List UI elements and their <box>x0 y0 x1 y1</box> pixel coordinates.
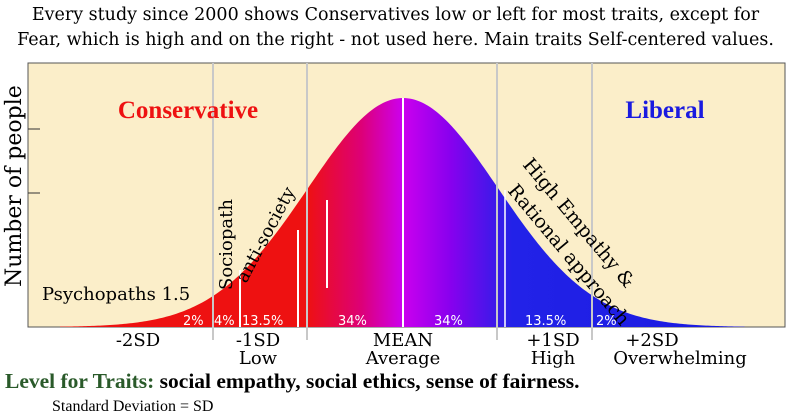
percentage-labels: 2% 4% 13.5% 34% 34% 13.5% 2% <box>183 314 617 329</box>
sd-label-minus2: -2SD <box>116 330 160 351</box>
sd-label-plus2: +2SD <box>625 330 678 351</box>
sd-axis-labels: -2SD -1SD Low MEAN Average +1SD High +2S… <box>116 330 747 369</box>
sd-label-plus1: +1SD <box>526 330 579 351</box>
percent-label: 2% <box>183 314 204 329</box>
sociopath-label: Sociopath <box>216 199 237 290</box>
header: Every study since 2000 shows Conservativ… <box>0 3 791 53</box>
traits-line: Level for Traits: social empathy, social… <box>5 369 791 394</box>
sd-division-lines <box>212 63 593 340</box>
percent-label: 34% <box>338 314 367 329</box>
liberal-label: Liberal <box>625 97 704 124</box>
sd-sublabel-minus1: Low <box>239 348 278 369</box>
conservative-label: Conservative <box>118 97 258 124</box>
sd-label-minus1: -1SD <box>236 330 280 351</box>
percent-label: 4% <box>214 314 235 329</box>
header-line-1: Every study since 2000 shows Conservativ… <box>31 5 760 25</box>
header-line-2: Fear, which is high and on the right - n… <box>17 30 774 50</box>
sd-label-mean: MEAN <box>373 330 433 351</box>
percent-label: 2% <box>596 314 617 329</box>
traits-label: Level for Traits: <box>5 369 155 393</box>
psychopaths-label: Psychopaths 1.5 <box>42 284 190 305</box>
sd-sublabel-mean: Average <box>365 348 441 369</box>
sd-sublabel-plus1: High <box>531 348 576 369</box>
percent-label: 34% <box>434 314 463 329</box>
traits-text: social empathy, social ethics, sense of … <box>159 369 580 393</box>
percent-label: 13.5% <box>242 314 283 329</box>
y-axis-label: Number of people <box>2 85 27 287</box>
sd-sublabel-plus2: Overwhelming <box>613 348 747 369</box>
sd-note: Standard Deviation = SD <box>52 398 214 415</box>
percent-label: 13.5% <box>525 314 566 329</box>
